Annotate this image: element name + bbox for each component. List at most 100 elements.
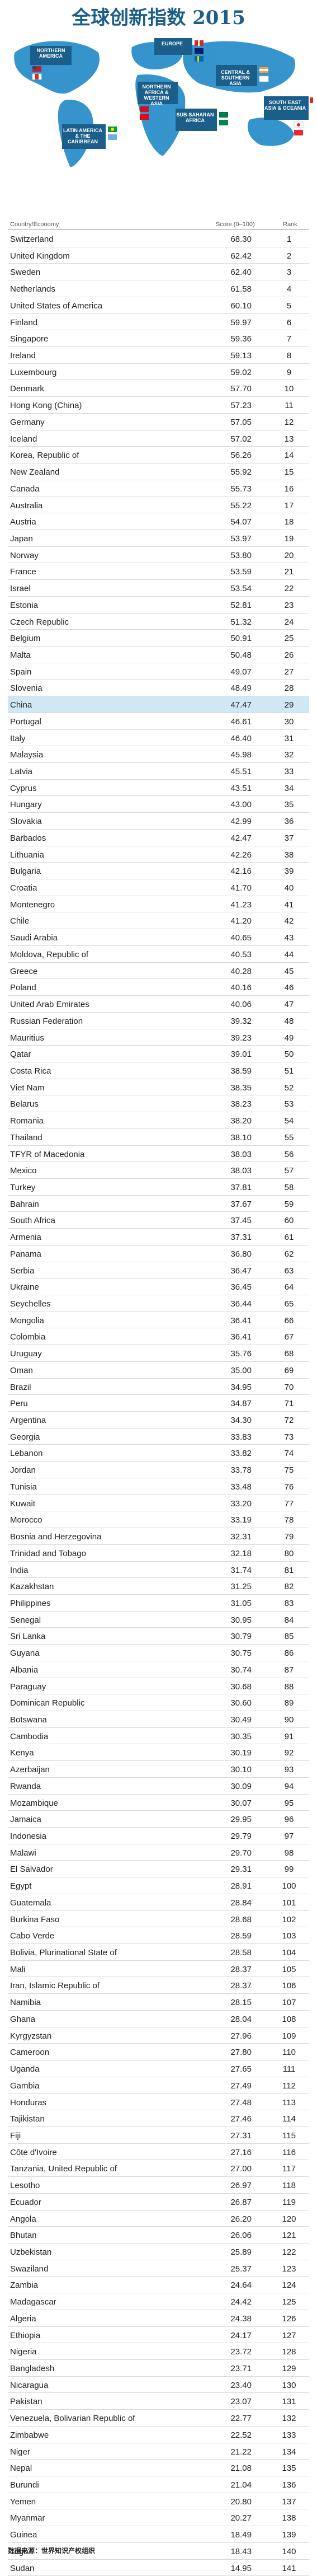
country-cell: Israel <box>10 584 31 594</box>
table-row: Australia 55.22 17 <box>8 497 309 514</box>
country-cell: Turkey <box>10 1182 36 1192</box>
rank-cell: 120 <box>282 2214 296 2224</box>
score-cell: 28.59 <box>230 1931 252 1941</box>
country-cell: Saudi Arabia <box>10 933 58 943</box>
table-row: Ukraine 36.45 64 <box>8 1278 309 1295</box>
country-cell: Netherlands <box>10 284 55 294</box>
score-cell: 25.89 <box>230 2247 252 2257</box>
score-cell: 45.98 <box>230 750 252 760</box>
score-cell: 34.87 <box>230 1399 252 1409</box>
table-row: Saudi Arabia 40.65 43 <box>8 929 309 946</box>
score-cell: 68.30 <box>230 235 252 244</box>
country-cell: Jamaica <box>10 1815 41 1825</box>
table-row: Rwanda 30.09 94 <box>8 1778 309 1795</box>
country-cell: Bosnia and Herzegovina <box>10 1532 102 1542</box>
score-cell: 36.41 <box>230 1332 252 1342</box>
score-cell: 41.70 <box>230 883 252 893</box>
rank-cell: 3 <box>286 268 292 278</box>
score-cell: 29.31 <box>230 1865 252 1875</box>
table-row: Romania 38.20 54 <box>8 1112 309 1129</box>
region-label-northern-africa-western-asia: NORTHERN AFRICA & WESTERN ASIA <box>142 84 171 106</box>
rank-cell: 41 <box>284 900 294 910</box>
country-cell: Peru <box>10 1399 28 1409</box>
rank-cell: 53 <box>284 1099 294 1109</box>
country-cell: Croatia <box>10 883 37 893</box>
rank-cell: 54 <box>284 1116 294 1126</box>
rank-cell: 18 <box>284 517 294 527</box>
country-cell: Czech Republic <box>10 617 69 627</box>
table-row: Ireland 59.13 8 <box>8 347 309 364</box>
score-cell: 51.32 <box>230 617 252 627</box>
rank-cell: 84 <box>284 1615 294 1625</box>
table-row: Denmark 57.70 10 <box>8 380 309 397</box>
score-cell: 52.81 <box>230 600 252 610</box>
score-cell: 27.96 <box>230 2031 252 2041</box>
country-cell: Zambia <box>10 2280 39 2291</box>
rank-cell: 91 <box>284 1731 294 1741</box>
table-row: Slovenia 48.49 28 <box>8 680 309 697</box>
table-row: Singapore 59.36 7 <box>8 330 309 348</box>
rank-cell: 113 <box>282 2097 296 2107</box>
score-cell: 35.00 <box>230 1365 252 1375</box>
rank-cell: 86 <box>284 1648 294 1659</box>
rank-cell: 22 <box>284 584 294 594</box>
score-cell: 41.23 <box>230 900 252 910</box>
rank-cell: 27 <box>284 667 294 677</box>
rank-cell: 92 <box>284 1748 294 1758</box>
rank-cell: 8 <box>286 351 292 361</box>
country-cell: Nepal <box>10 2463 32 2474</box>
rank-cell: 36 <box>284 817 294 827</box>
score-cell: 40.16 <box>230 983 252 993</box>
country-cell: China <box>10 700 32 710</box>
rank-cell: 62 <box>284 1249 294 1259</box>
score-cell: 26.06 <box>230 2231 252 2241</box>
country-cell: Ghana <box>10 2014 36 2024</box>
table-row: Panama 36.80 62 <box>8 1245 309 1262</box>
table-row: New Zealand 55.92 15 <box>8 463 309 480</box>
rank-cell: 44 <box>284 949 294 959</box>
score-cell: 50.48 <box>230 650 252 660</box>
score-cell: 57.23 <box>230 401 252 411</box>
rank-cell: 20 <box>284 550 294 560</box>
country-cell: United States of America <box>10 301 103 311</box>
country-cell: Namibia <box>10 1998 41 2008</box>
region-label-central-southern-asia: CENTRAL & SOUTHERN ASIA <box>221 69 250 86</box>
table-row: Cambodia 30.35 91 <box>8 1728 309 1745</box>
rank-cell: 39 <box>284 867 294 877</box>
table-row: Dominican Republic 30.60 89 <box>8 1694 309 1711</box>
score-cell: 31.74 <box>230 1565 252 1575</box>
table-row: Lesotho 26.97 118 <box>8 2177 309 2194</box>
country-cell: Albania <box>10 1665 39 1675</box>
country-cell: Hungary <box>10 800 42 810</box>
country-cell: Uzbekistan <box>10 2247 52 2257</box>
rank-cell: 69 <box>284 1365 294 1375</box>
score-cell: 53.97 <box>230 533 252 544</box>
table-row: Norway 53.80 20 <box>8 547 309 564</box>
rank-cell: 101 <box>282 1898 296 1908</box>
country-cell: Lebanon <box>10 1449 43 1459</box>
table-row: Botswana 30.49 90 <box>8 1711 309 1728</box>
score-cell: 53.59 <box>230 567 252 577</box>
score-cell: 27.31 <box>230 2130 252 2141</box>
rank-cell: 40 <box>284 883 294 893</box>
rank-cell: 28 <box>284 683 294 694</box>
table-row: Sweden 62.40 3 <box>8 264 309 281</box>
country-cell: Guinea <box>10 2530 37 2540</box>
score-cell: 41.20 <box>230 916 252 926</box>
country-cell: Ecuador <box>10 2197 41 2207</box>
rank-cell: 71 <box>284 1399 294 1409</box>
rank-cell: 38 <box>284 850 294 860</box>
score-cell: 39.23 <box>230 1033 252 1043</box>
rank-cell: 56 <box>284 1149 294 1159</box>
score-cell: 33.48 <box>230 1482 252 1492</box>
table-row: Nigeria 23.72 128 <box>8 2343 309 2360</box>
rank-cell: 25 <box>284 634 294 644</box>
infographic-header: 全球创新指数 2015 <box>0 0 317 174</box>
table-row: Nepal 21.08 135 <box>8 2460 309 2477</box>
rank-cell: 6 <box>286 317 292 327</box>
rank-cell: 83 <box>284 1598 294 1608</box>
score-cell: 59.13 <box>230 351 252 361</box>
rank-cell: 138 <box>282 2513 296 2523</box>
rank-cell: 63 <box>284 1266 294 1276</box>
score-cell: 27.80 <box>230 2048 252 2058</box>
